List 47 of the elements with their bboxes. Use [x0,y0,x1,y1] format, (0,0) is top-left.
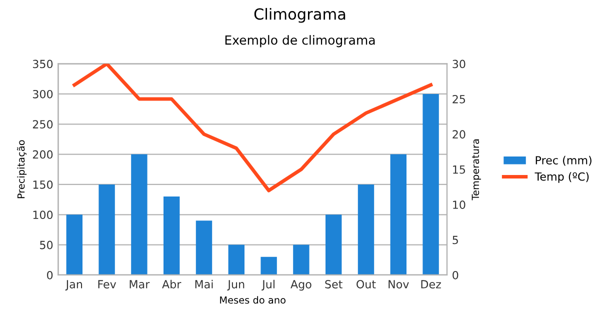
y2-tick-label: 20 [452,130,466,139]
y2-tick-label: 30 [452,60,466,68]
y-tick-label: 0 [47,270,53,280]
bar [164,196,180,275]
x-tick-label: Fev [98,280,116,288]
chart-title: Climograma [254,8,346,23]
x-tick-label: Jun [227,280,244,291]
x-tick-label: Set [325,280,342,288]
line-series [72,64,433,192]
x-tick-label: Nov [388,280,409,288]
x-tick-label: Jul [262,280,274,291]
y-tick-label: 200 [32,150,53,159]
bar [326,214,342,275]
y2-tick-label: 15 [453,166,466,174]
y-tick-label: 350 [32,60,53,68]
x-tick-label: Dez [421,280,441,288]
x-tick-label: Mai [195,280,213,288]
x-tick-label: Ago [290,280,312,291]
x-tick-label: Out [356,280,376,288]
legend-label: Prec (mm) [536,156,592,166]
x-tick-label: Mar [130,280,150,288]
y-tick-label: 250 [32,120,53,129]
bar [98,184,115,275]
legend-label: Temp (ºC) [534,172,589,183]
y2-tick-label: 10 [453,200,466,209]
x-tick-label: Abr [162,280,182,288]
bar [196,220,212,275]
bar [422,94,439,275]
y2-tick-label: 5 [452,236,458,244]
y-tick-label: 150 [33,180,53,189]
bar [390,154,406,275]
x-axis-title: Meses do ano [220,296,286,304]
bar [260,256,277,275]
y2-tick-label: 25 [452,94,466,104]
y-tick-label: 100 [33,210,53,220]
y2-axis-title: Temperatura [472,139,481,200]
bar [66,214,82,275]
bar [293,244,310,275]
y-tick-label: 300 [32,90,53,98]
y-axis-title: Precipitação [17,140,27,198]
bar [131,154,148,275]
y-tick-label: 50 [40,240,53,250]
bar [228,244,244,275]
chart-subtitle: Exemplo de climograma [225,35,375,48]
bar [358,184,374,275]
y2-tick-label: 0 [452,270,458,280]
x-tick-label: Jan [65,280,82,291]
